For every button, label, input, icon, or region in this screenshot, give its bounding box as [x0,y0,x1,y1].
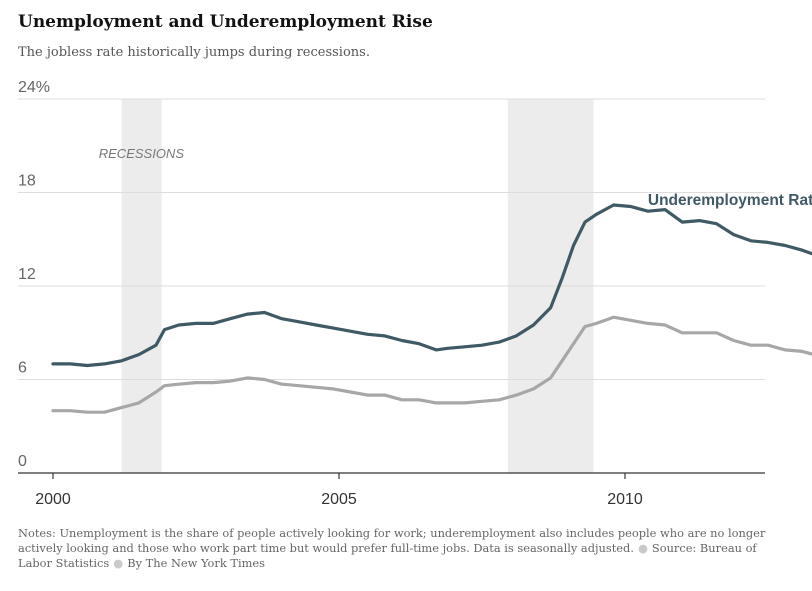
recession-label: RECESSIONS [99,146,185,161]
series-label: Underemployment Rate [648,192,812,209]
y-tick-label: 12 [18,266,36,283]
x-tick-label: 2010 [607,491,643,508]
x-axis: 20002005201020152020 [18,472,765,508]
notes-text: Notes: Unemployment is the share of peop… [18,526,766,555]
x-tick-label: 2005 [321,491,357,508]
chart-subtitle: The jobless rate historically jumps duri… [18,45,370,60]
series-line [51,315,812,414]
line-chart: 20002005201020152020 RECESSIONS06121824%… [18,79,812,508]
gridlines [18,98,765,380]
source-text: Source: Bureau of Labor Statistics [18,541,757,570]
y-tick-label: 6 [18,360,27,377]
y-tick-label: 0 [18,453,27,470]
y-tick-label: 24% [18,79,50,96]
separator-dot: ● [113,556,124,570]
series-lines [51,203,812,414]
credit-text: By The New York Times [127,556,266,570]
series-line [51,203,812,368]
separator-dot: ● [637,541,648,555]
x-tick-label: 2000 [35,491,71,508]
chart-title: Unemployment and Underemployment Rise [18,12,433,32]
chart-notes: Notes: Unemployment is the share of peop… [18,526,778,571]
y-tick-label: 18 [18,173,36,190]
